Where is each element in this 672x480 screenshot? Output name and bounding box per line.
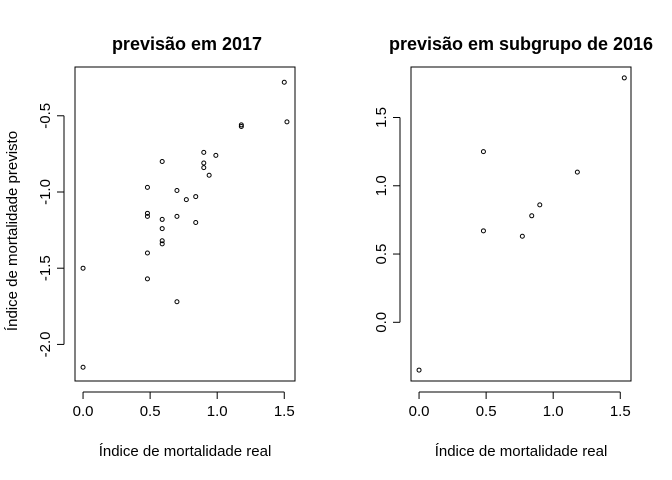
data-point [159,226,165,232]
chart-title-1: previsão em 2017 [112,34,262,54]
plot-frame-1 [74,66,296,382]
x-tick-label: 1.0 [207,403,228,420]
x-tick-label: 0.5 [476,403,497,420]
x-axis-label-2: Índice de mortalidade real [435,443,608,460]
data-point [144,213,150,219]
data-point [193,194,199,200]
y-tick-label: -2.0 [37,331,54,357]
data-point [519,233,525,239]
data-point [416,367,422,373]
data-point [574,169,580,175]
data-point [80,364,86,370]
x-tick-label: 1.5 [610,403,631,420]
x-axis-1: 0.0 0.5 1.0 1.5 [73,391,295,420]
y-tick-label: 0.0 [373,312,390,333]
y-tick-label: 0.5 [373,244,390,265]
data-point [201,149,207,155]
data-point [144,184,150,190]
data-point [174,299,180,305]
x-axis-label-1: Índice de mortalidade real [99,443,272,460]
y-tick-label: -1.0 [37,179,54,205]
y-tick-label: 1.0 [373,175,390,196]
data-point [174,187,180,193]
data-point [80,265,86,271]
x-tick-label: 0.5 [140,403,161,420]
data-point [284,119,290,125]
x-tick-label: 0.0 [73,403,94,420]
data-point [529,213,535,219]
data-point [281,79,287,85]
x-tick-label: 1.5 [274,403,295,420]
data-point [159,216,165,222]
y-tick-label: -0.5 [37,103,54,129]
data-point [621,75,627,81]
y-tick-label: -1.5 [37,255,54,281]
points-1 [80,79,290,370]
data-point [480,149,486,155]
data-point [537,202,543,208]
data-point [193,219,199,225]
data-point [159,238,165,244]
y-axis-label-1: Índice de mortalidade previsto [4,131,21,331]
data-point [174,213,180,219]
data-point [201,160,207,166]
x-tick-label: 1.0 [543,403,564,420]
scatter-panel-1: previsão em 2017 0.0 0.5 1.0 1.5 -2.0 -1.5 -1… [4,34,296,460]
data-point [201,165,207,171]
data-point [238,122,244,128]
x-tick-label: 0.0 [409,403,430,420]
data-point [206,172,212,178]
data-point [213,152,219,158]
data-point [144,210,150,216]
data-point [480,228,486,234]
data-point [144,276,150,282]
y-tick-label: 1.5 [373,107,390,128]
data-point [238,123,244,129]
x-axis-2: 0.0 0.5 1.0 1.5 [409,391,631,420]
scatter-panel-2: previsão em subgrupo de 2016 0.0 0.5 1.0 1.… [373,34,653,460]
y-axis-1: -2.0 -1.5 -1.0 -0.5 [37,103,65,357]
data-point [183,197,189,203]
chart-title-2: previsão em subgrupo de 2016 [389,34,653,54]
data-point [159,241,165,247]
plot-frame-2 [410,66,632,382]
points-2 [416,75,627,373]
y-axis-2: 0.0 0.5 1.0 1.5 [373,107,401,333]
data-point [144,250,150,256]
data-point [159,159,165,165]
